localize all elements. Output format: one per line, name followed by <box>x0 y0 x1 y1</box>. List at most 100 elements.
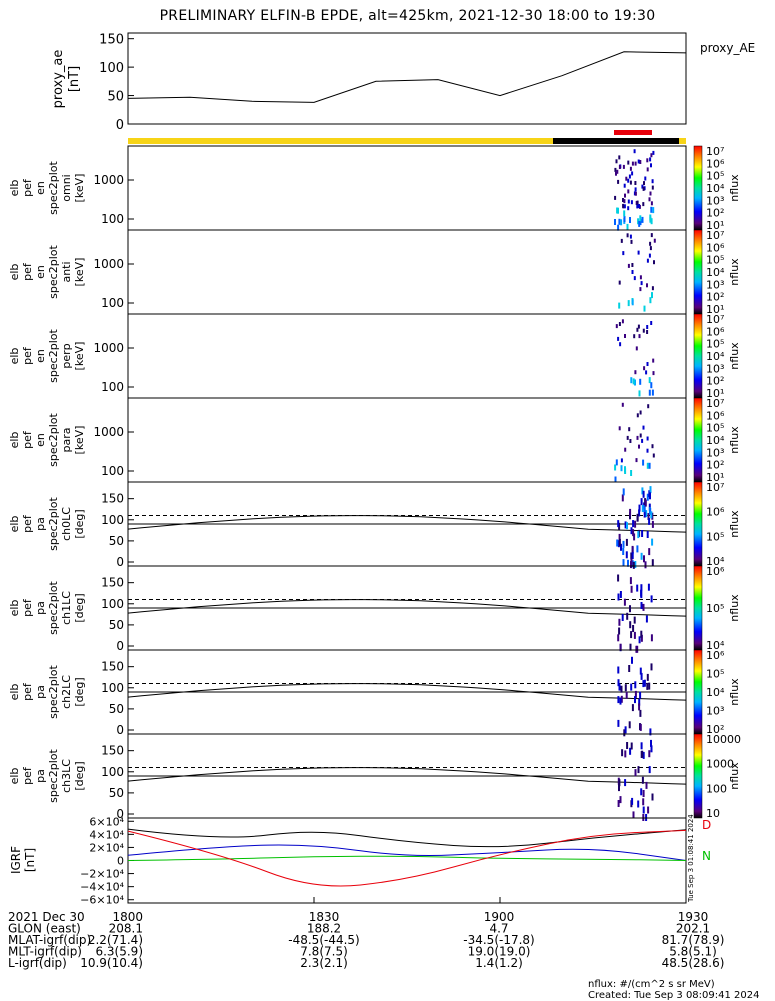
ephemeris-value: 1900 <box>484 910 515 924</box>
colorbar-tick-label: 10² <box>706 723 724 736</box>
axis-label-line: pef <box>21 178 34 197</box>
spectrogram-pixel <box>634 370 637 375</box>
colorbar-tick-label: 10⁷ <box>706 229 724 242</box>
spectrogram-pixel <box>645 370 648 375</box>
proxy-ae-axis-label: proxy_ae <box>51 50 66 109</box>
units-note: nflux: #/(cm^2 s sr MeV) <box>588 979 715 990</box>
colorbar-tick-label: 10⁵ <box>706 338 724 351</box>
colorbar-tick-label: 10² <box>706 375 724 388</box>
spectrogram-pixel <box>615 159 618 164</box>
pitch-angle-pixel <box>630 683 633 691</box>
y-tick-label: 100 <box>99 61 124 76</box>
ephemeris-value: 6.3(5.9) <box>95 945 143 959</box>
axis-label-line: elb <box>8 600 21 617</box>
pitch-angle-pixel <box>624 521 627 529</box>
pitch-angle-pixel <box>638 509 641 517</box>
pitch-angle-pixel <box>648 766 651 774</box>
igrf-line-d <box>127 829 687 887</box>
pitch-angle-pixel <box>649 728 652 736</box>
colorbar-tick-label: 10¹ <box>706 303 724 316</box>
spectrogram-pixel <box>617 179 620 184</box>
spectrogram-pixel <box>651 179 654 184</box>
spectrogram-pixel <box>648 462 651 469</box>
spectrogram-pixel <box>638 220 641 227</box>
spectrogram-pixel <box>629 180 632 185</box>
igrf-legend-n: N <box>702 849 711 863</box>
spectrogram-pixel <box>646 158 649 163</box>
colorbar-tick-label: 10⁴ <box>706 182 725 195</box>
pitch-angle-pixel <box>628 721 631 729</box>
pitch-angle-pixel <box>647 806 650 814</box>
spectrogram-pixel <box>624 447 627 452</box>
pitch-angle-pixel <box>622 548 625 555</box>
y-tick-label: 0 <box>117 855 124 868</box>
pitch-angle-pixel <box>628 665 631 672</box>
y-tick-label: −2×10⁴ <box>80 868 124 881</box>
spectrogram-pixel <box>621 319 624 324</box>
spectrogram-pixel <box>631 161 634 166</box>
pitch-angle-pixel <box>626 612 629 620</box>
pitch-angle-pixel <box>650 663 653 671</box>
pitch-angle-pixel <box>643 505 646 513</box>
pitch-angle-pixel <box>650 634 653 642</box>
pitch-angle-pixel <box>631 552 634 560</box>
colorbar-tick-label: 100 <box>706 782 727 795</box>
pitch-angle-pixel <box>624 779 627 787</box>
pitch-angle-pixel <box>618 533 621 541</box>
axis-label-line: anti <box>60 261 73 282</box>
axis-label-line: pef <box>21 430 34 449</box>
pitch-angle-pixel <box>640 634 643 642</box>
pitch-angle-pixel <box>633 616 636 624</box>
pitch-angle-pixel <box>617 679 620 687</box>
pitch-angle-pixel <box>647 583 650 591</box>
spectrogram-pixel <box>638 334 641 339</box>
spectrogram-pixel <box>628 174 631 179</box>
ephemeris-row-label: GLON (east) <box>8 922 81 936</box>
axis-label-line: para <box>60 428 73 453</box>
colorbar-tick-label: 10⁵ <box>706 254 724 267</box>
pitch-angle-pixel <box>643 555 645 563</box>
pitch-angle-pixel <box>636 584 639 592</box>
pitch-angle-pixel <box>648 750 651 758</box>
spectrogram-pixel <box>626 223 629 230</box>
spectrogram-pixel <box>622 198 624 202</box>
spectrogram-pixel <box>620 238 623 243</box>
axis-label-line: [keV] <box>73 426 86 455</box>
axis-label-line: [keV] <box>73 258 86 287</box>
pitch-angle-pixel <box>624 684 627 692</box>
spectrogram-pixel <box>646 258 649 263</box>
axis-label-line: elb <box>8 180 21 197</box>
spectrogram-pixel <box>618 426 621 431</box>
axis-label-line: spec2plot <box>47 161 60 215</box>
orbit-marker <box>614 130 652 135</box>
pitch-angle-pixel <box>622 540 625 548</box>
ephemeris-value: 188.2 <box>307 922 341 936</box>
colorbar-tick-label: 10⁶ <box>706 506 725 519</box>
axis-label-line: [deg] <box>73 509 86 538</box>
energy-spectrogram-frame <box>127 397 687 483</box>
spectrogram-pixel <box>625 176 628 181</box>
pitch-angle-pixel <box>648 548 651 556</box>
spectrogram-pixel <box>649 214 652 221</box>
colorbar <box>693 733 703 819</box>
spectrogram-pixel <box>653 238 656 243</box>
spectrogram-pixel <box>633 149 636 154</box>
spectrogram-pixel <box>622 164 625 169</box>
pitch-angle-pixel <box>617 574 620 582</box>
loss-cone-curve <box>127 683 687 701</box>
pitch-angle-pixel <box>622 488 625 496</box>
spectrogram-pixel <box>643 305 646 312</box>
pitch-angle-pixel <box>633 631 636 639</box>
y-tick-label: 50 <box>109 702 124 716</box>
axis-label-line: ch1LC <box>60 591 73 625</box>
pitch-angle-pixel <box>632 520 635 528</box>
pitch-angle-pixel <box>630 558 633 566</box>
ephemeris-value: 1800 <box>112 910 143 924</box>
pitch-angle-pixel <box>639 723 642 731</box>
pitch-angle-pixel <box>619 591 622 598</box>
axis-label-line: [keV] <box>73 174 86 203</box>
spectrogram-pixel <box>646 283 648 288</box>
spectrogram-pixel <box>620 219 623 226</box>
spectrogram-pixel <box>642 459 645 466</box>
pitch-angle-pixel <box>642 603 645 611</box>
